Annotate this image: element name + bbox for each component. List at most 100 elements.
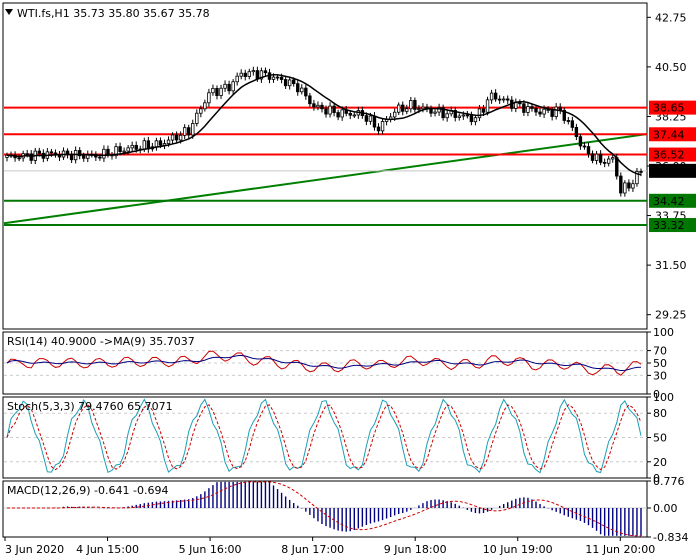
candle (352, 114, 356, 117)
candle (275, 76, 280, 79)
candle (417, 108, 421, 111)
candle (413, 100, 417, 110)
x-tick-label: 8 Jun 17:00 (281, 543, 344, 556)
y-tick-label: -0.834 (653, 531, 688, 544)
candle (332, 105, 336, 113)
y-tick-label: 50 (653, 357, 667, 370)
candle (130, 144, 134, 149)
rsi-ma-line (6, 354, 642, 372)
candle (397, 104, 401, 113)
candle (296, 83, 300, 93)
candle (231, 81, 235, 92)
candle (247, 71, 251, 77)
candle (627, 182, 631, 189)
candle (481, 108, 486, 113)
candle (255, 70, 260, 80)
candle (437, 107, 441, 113)
level-label: 34.42 (653, 195, 685, 208)
candle (283, 79, 288, 87)
candle (316, 104, 320, 108)
candle (49, 151, 54, 154)
y-tick-label: 30 (653, 369, 667, 382)
level-label: 38.65 (653, 102, 685, 115)
candle (195, 112, 199, 124)
candle (191, 123, 195, 136)
candle (615, 157, 619, 177)
candle (251, 70, 256, 73)
candle (594, 153, 599, 161)
candle (219, 87, 223, 96)
candle (308, 95, 312, 105)
candle (259, 70, 264, 80)
y-tick-label: 20 (653, 456, 667, 469)
x-tick-label: 11 Jun 20:00 (585, 543, 655, 556)
candle (320, 104, 324, 110)
candle (635, 171, 639, 185)
candle (578, 136, 583, 147)
candle (453, 110, 457, 118)
y-tick-label: 100 (653, 391, 674, 404)
level-label: 37.44 (653, 128, 685, 141)
level-label: 33.32 (653, 219, 685, 232)
candle (203, 102, 207, 110)
price-legend-label: WTI.fs,H1 35.73 35.80 35.67 35.78 (17, 7, 210, 20)
y-tick-label: 70 (653, 345, 667, 358)
candle (223, 83, 227, 89)
candle (461, 114, 466, 117)
candle (606, 158, 611, 164)
candle (154, 140, 159, 148)
candle (106, 148, 110, 156)
candle (126, 147, 130, 152)
stoch-label: Stoch(5,3,3) 79.4760 65.7071 (7, 400, 173, 413)
candle (243, 72, 247, 77)
candle (473, 117, 478, 123)
candle (477, 108, 482, 119)
candle (590, 153, 595, 161)
level-badge (649, 100, 696, 115)
y-tick-label: 0.00 (653, 502, 678, 515)
candle (271, 76, 276, 80)
moving-average-line (6, 73, 642, 176)
candle (114, 146, 118, 157)
candle (623, 182, 627, 194)
pane-frame-0 (2, 2, 648, 330)
x-tick-label: 4 Jun 15:00 (76, 543, 139, 556)
candle (401, 104, 405, 112)
candle (227, 83, 231, 92)
candle (506, 98, 510, 101)
candle (570, 120, 575, 128)
y-tick-label: 80 (653, 407, 667, 420)
stoch-k-line (6, 398, 642, 474)
candle (215, 87, 219, 96)
candle (542, 108, 546, 115)
candle (82, 155, 86, 159)
candle (392, 111, 397, 118)
candle (207, 92, 211, 104)
candle (324, 108, 328, 115)
candle (142, 140, 146, 150)
candle (582, 145, 587, 148)
level-badge (649, 193, 696, 208)
stoch-d-line (6, 404, 642, 471)
candle (118, 146, 122, 152)
candle (562, 109, 566, 121)
candle (554, 106, 558, 117)
current-price-badge (649, 163, 696, 178)
candle (287, 79, 292, 87)
candle (566, 120, 571, 122)
candle (239, 72, 243, 77)
candle (639, 171, 643, 173)
y-tick-label: 31.50 (655, 259, 687, 272)
candle (336, 112, 340, 118)
y-tick-label: 0 (653, 388, 660, 401)
candle (235, 75, 239, 83)
candle (530, 106, 534, 109)
candle (312, 103, 316, 108)
rsi-label: RSI(14) 40.9000 ->MA(9) 35.7037 (7, 335, 195, 348)
candle (502, 98, 506, 101)
candle (17, 157, 21, 160)
candle (497, 98, 502, 101)
trend-line (3, 133, 648, 225)
y-tick-label: 42.75 (655, 11, 687, 24)
